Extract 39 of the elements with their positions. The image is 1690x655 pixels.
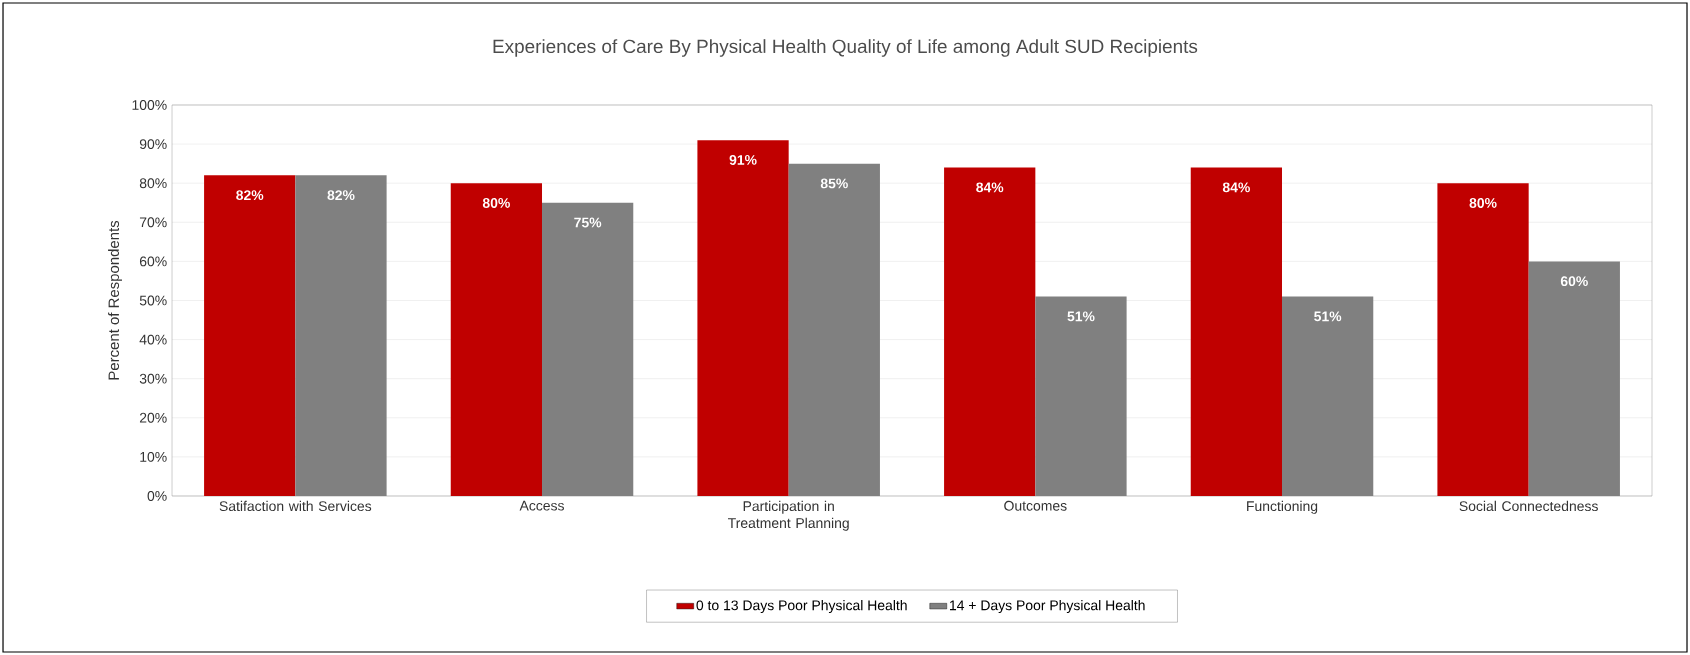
x-tick-label: Social Connectedness — [1459, 500, 1598, 512]
x-tick-label: Functioning — [1247, 500, 1318, 514]
data-label: 80% — [482, 198, 510, 208]
x-tick-label: Participation in Treatment Planning — [728, 500, 849, 531]
y-tick-label: 30% — [139, 373, 167, 384]
data-label: 51% — [1314, 311, 1342, 322]
x-tick-label: Access — [519, 500, 564, 511]
chart-title: Experiences of Care By Physical Health Quality of Life among Adult SUD Recipients — [493, 39, 1198, 57]
data-label: 84% — [1222, 182, 1250, 193]
x-tick-label: Satifaction with Services — [219, 500, 372, 512]
data-label: 82% — [327, 190, 355, 201]
y-axis-title: Percent of Respondents — [108, 220, 122, 380]
data-label: 84% — [976, 182, 1004, 193]
data-label: 80% — [1469, 198, 1497, 208]
bar — [450, 183, 543, 496]
y-tick-label: 60% — [139, 256, 167, 267]
legend-label: 14 + Days Poor Physical Health — [950, 600, 1145, 614]
bar — [204, 175, 296, 496]
data-label: 60% — [1560, 276, 1588, 287]
bar — [697, 140, 789, 496]
legend-label: 0 to 13 Days Poor Physical Health — [696, 600, 907, 614]
data-label: 91% — [729, 155, 757, 165]
y-tick-label: 100% — [132, 100, 167, 110]
data-label: 75% — [574, 217, 602, 228]
x-tick-label: Outcomes — [1004, 500, 1067, 511]
bar — [1190, 167, 1283, 496]
y-tick-label: 20% — [139, 412, 167, 423]
bar — [944, 167, 1036, 496]
y-tick-label: 80% — [139, 178, 167, 189]
bar — [1437, 183, 1529, 496]
y-tick-label: 40% — [139, 334, 167, 345]
y-tick-label: 90% — [139, 139, 167, 150]
y-tick-label: 0% — [147, 491, 167, 501]
y-tick-label: 70% — [139, 217, 167, 228]
data-label: 82% — [236, 190, 264, 201]
y-tick-label: 10% — [140, 451, 167, 462]
data-label: 51% — [1067, 311, 1095, 322]
data-label: 85% — [820, 178, 848, 189]
y-tick-label: 50% — [139, 295, 167, 306]
